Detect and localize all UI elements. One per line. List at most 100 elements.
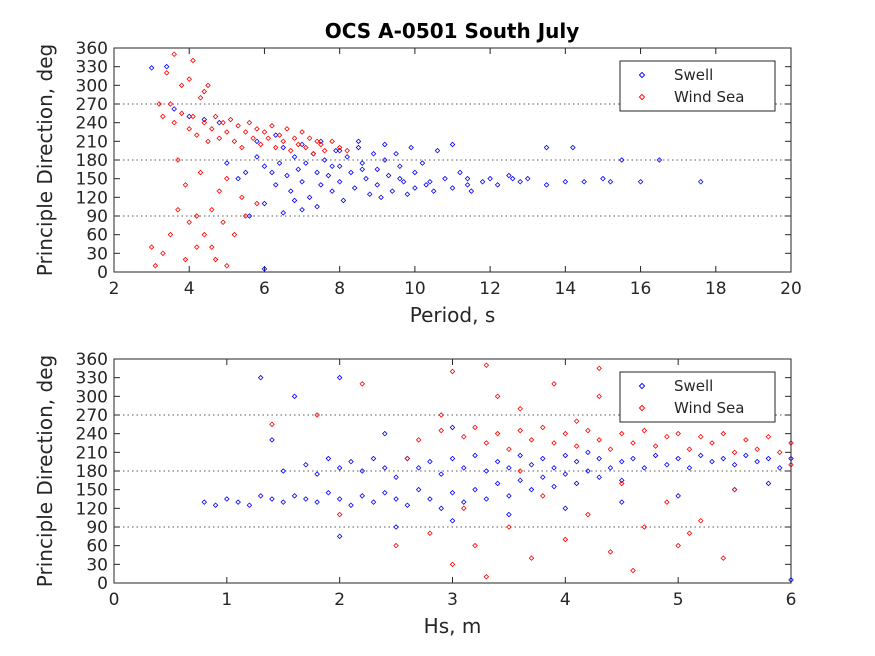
data-point [363, 175, 369, 182]
data-point [254, 200, 260, 207]
data-point [562, 536, 569, 543]
data-point [506, 493, 512, 499]
data-point [393, 542, 399, 549]
data-point [325, 172, 332, 179]
data-point [333, 147, 339, 154]
data-point [468, 188, 475, 194]
data-point [419, 160, 426, 166]
data-point [160, 113, 166, 120]
data-point [607, 446, 614, 452]
x-tick-label: 16 [630, 279, 652, 299]
data-point [562, 452, 569, 459]
data-point [596, 393, 602, 400]
data-point [731, 462, 738, 468]
data-point [449, 518, 456, 524]
data-point [336, 163, 343, 169]
data-point [291, 135, 298, 141]
data-point [709, 458, 715, 465]
data-point [461, 505, 467, 512]
data-point [242, 213, 249, 219]
y-tick-label: 30 [86, 555, 108, 575]
data-point [257, 374, 264, 381]
data-point [607, 179, 614, 185]
data-point [216, 135, 223, 141]
data-point [321, 157, 328, 163]
data-point [438, 412, 444, 418]
data-point [231, 138, 238, 145]
data-point [393, 524, 399, 530]
data-point [472, 452, 478, 459]
data-point [581, 179, 587, 185]
y-tick-label: 90 [86, 207, 108, 227]
data-point [291, 197, 298, 204]
data-point [329, 163, 335, 169]
y-tick-label: 330 [76, 58, 108, 78]
data-point [224, 496, 230, 502]
data-point [329, 138, 335, 145]
data-point [442, 175, 448, 182]
data-point [325, 490, 332, 496]
data-point [291, 154, 298, 160]
data-point [212, 502, 219, 508]
data-point [427, 458, 433, 465]
data-point [423, 182, 429, 188]
legend-marker-1 [638, 404, 646, 412]
data-point [167, 231, 174, 238]
y-axis-label: Principle Direction, deg [33, 44, 57, 276]
data-point [382, 465, 388, 471]
data-point [404, 502, 411, 508]
data-point [175, 207, 181, 213]
y-tick-label: 0 [97, 574, 108, 594]
data-point [291, 393, 298, 400]
data-point [434, 147, 441, 154]
data-point [310, 151, 317, 157]
data-point [618, 499, 625, 505]
data-point [235, 499, 241, 505]
data-point [186, 76, 192, 82]
data-point [427, 496, 433, 502]
data-point [212, 256, 219, 263]
data-point [652, 452, 659, 459]
data-point [374, 182, 381, 188]
data-point [641, 524, 648, 530]
data-point [291, 493, 298, 499]
data-point [212, 113, 219, 120]
data-point [186, 126, 192, 132]
data-point [314, 471, 320, 477]
data-point [257, 141, 264, 148]
data-point [201, 231, 208, 238]
data-point [457, 169, 463, 176]
data-point [348, 458, 354, 465]
x-tick-label: 0 [109, 590, 120, 610]
data-point [359, 381, 365, 387]
data-point [506, 465, 512, 471]
data-point [359, 160, 365, 166]
data-point [269, 437, 275, 443]
data-point [370, 499, 377, 505]
data-point [461, 434, 467, 440]
data-point [303, 462, 309, 468]
data-point [265, 135, 271, 141]
figure-title: OCS A-0501 South July [325, 19, 580, 43]
data-point [393, 474, 399, 480]
data-point [720, 430, 727, 437]
data-point [630, 440, 636, 446]
data-point [336, 144, 343, 151]
y-tick-label: 330 [76, 369, 108, 389]
x-tick-label: 5 [673, 590, 684, 610]
y-tick-label: 240 [76, 425, 108, 445]
data-point [318, 138, 324, 145]
y-tick-label: 60 [86, 537, 108, 557]
data-point [205, 138, 211, 145]
data-point [220, 119, 226, 126]
data-point [284, 172, 290, 179]
data-point [193, 132, 200, 138]
data-point [731, 449, 738, 456]
data-point [201, 116, 208, 123]
data-point [449, 490, 456, 496]
data-point [261, 163, 268, 169]
data-point [209, 126, 215, 132]
data-point [618, 480, 625, 487]
y-tick-label: 300 [76, 387, 108, 407]
